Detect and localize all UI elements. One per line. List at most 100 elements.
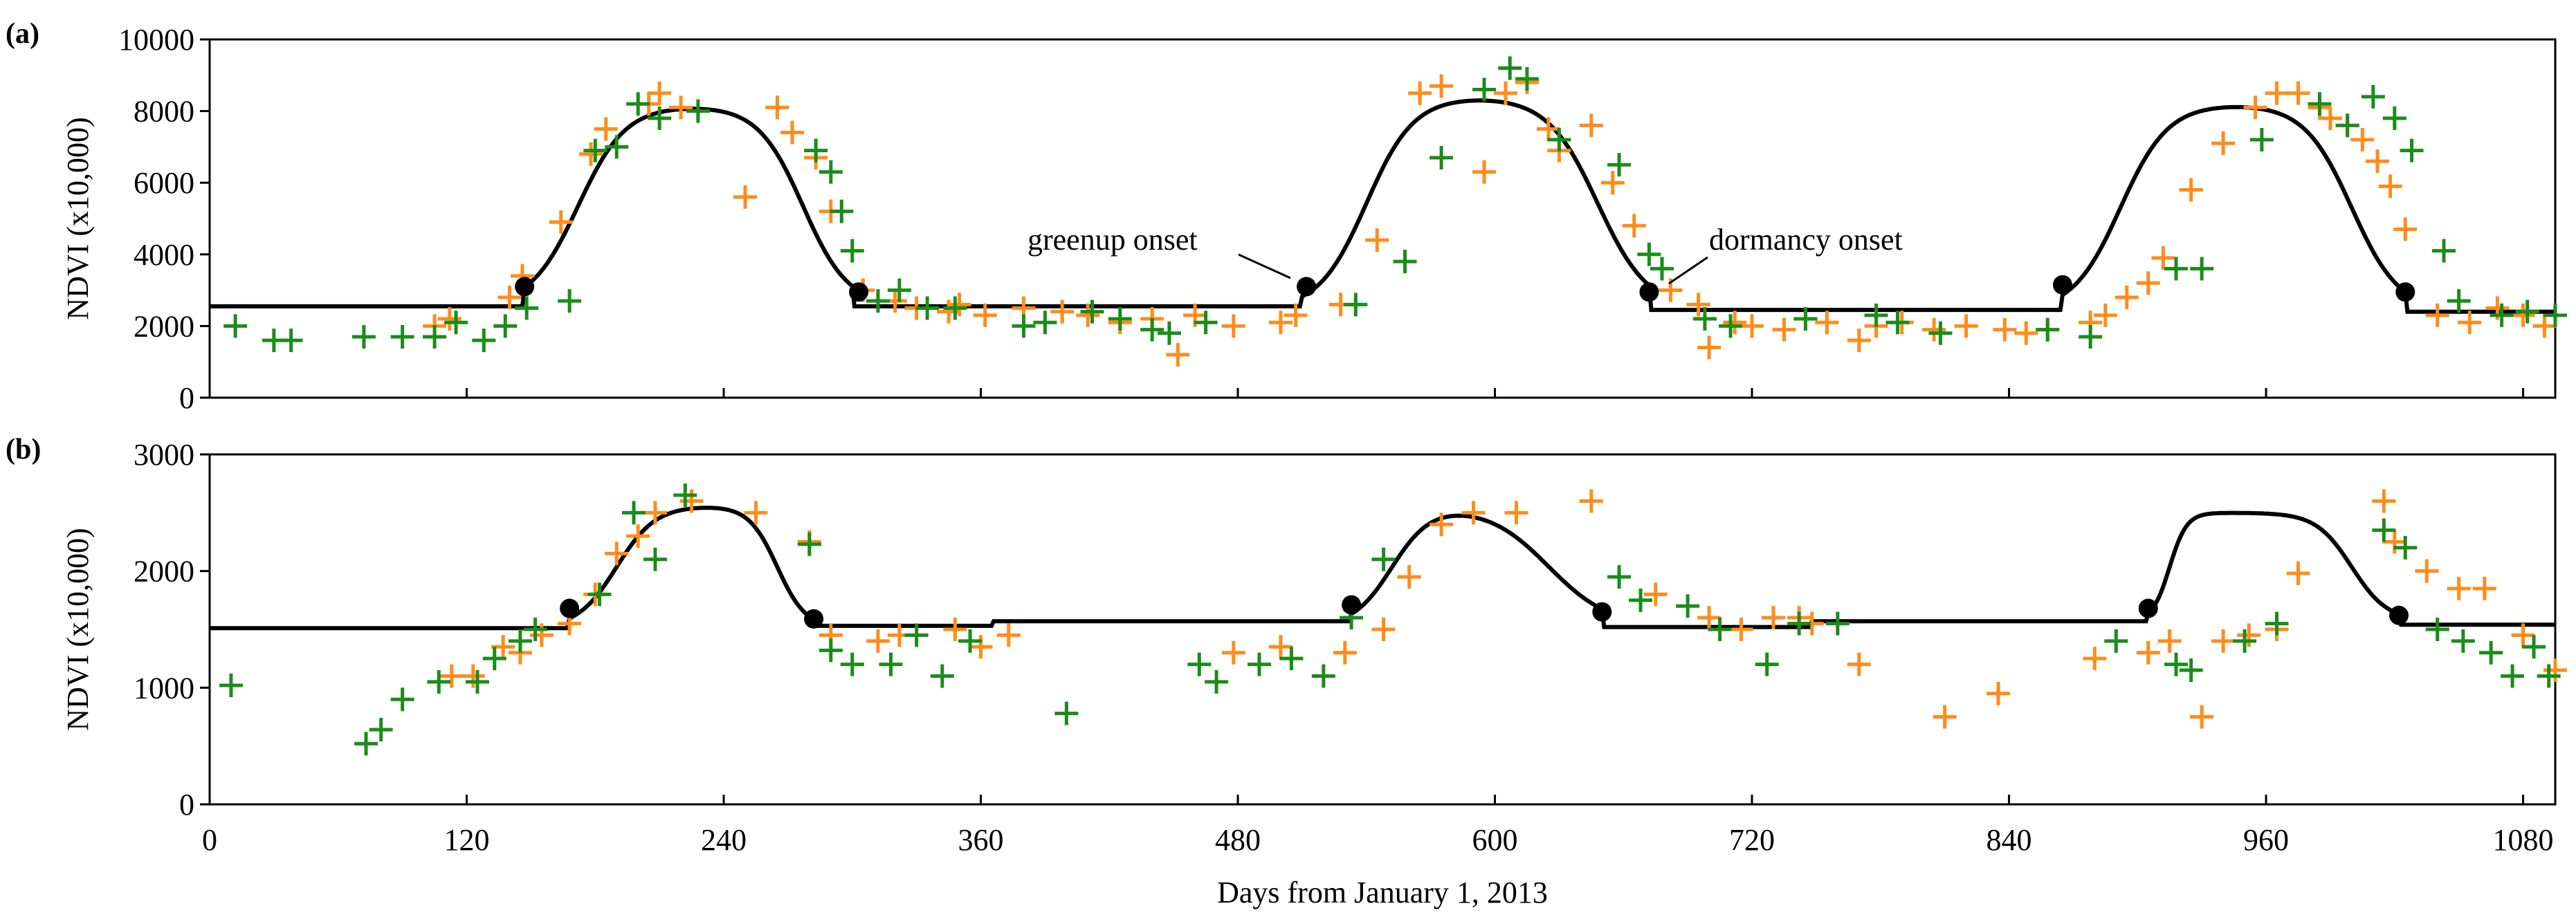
- orange-observation-marker: [2014, 321, 2038, 345]
- greenup-annotation: greenup onset: [1027, 223, 1291, 279]
- orange-observation-marker: [2093, 303, 2117, 327]
- y-tick-label: 0: [179, 788, 194, 822]
- green-observation-marker: [1187, 652, 1212, 676]
- orange-observation-marker: [2372, 489, 2396, 513]
- green-observation-marker: [219, 673, 243, 697]
- orange-observation-marker: [1954, 314, 1978, 338]
- orange-observation-marker: [1729, 618, 1753, 641]
- green-observation-marker: [1371, 547, 1396, 571]
- green-observation-marker: [621, 501, 646, 525]
- orange-observation-marker: [2382, 530, 2406, 554]
- green-observation-marker: [1205, 669, 1229, 694]
- orange-observation-marker: [1221, 314, 1245, 338]
- green-observation-marker: [279, 329, 303, 353]
- panel-a-ticks: 0 2000 4000 6000 8000 10000: [118, 23, 2525, 415]
- orange-observation-marker: [1697, 335, 1721, 360]
- green-observation-marker: [1708, 618, 1732, 641]
- orange-observation-marker: [2136, 271, 2160, 295]
- green-observation-marker: [840, 239, 864, 263]
- green-observation-marker: [1676, 594, 1700, 618]
- orange-observation-marker: [2211, 629, 2236, 653]
- orange-observation-marker: [2083, 647, 2107, 671]
- green-observation-marker: [819, 638, 843, 663]
- green-observation-marker: [879, 652, 903, 676]
- green-observation-marker: [686, 99, 710, 123]
- orange-observation-marker: [2318, 106, 2342, 130]
- green-observation-marker: [2179, 658, 2203, 683]
- panel-b-ylabel: NDVI (x10,000): [61, 528, 95, 730]
- green-observation-marker: [2425, 618, 2449, 641]
- green-observation-marker: [1012, 314, 1036, 338]
- panel-a-label: (a): [6, 18, 39, 50]
- orange-observation-marker: [1504, 501, 1528, 525]
- green-observation-marker: [958, 629, 983, 653]
- y-tick-label: 3000: [134, 438, 194, 472]
- green-observation-marker: [508, 629, 532, 653]
- green-observation-marker: [1054, 701, 1079, 726]
- orange-observation-marker: [594, 117, 618, 141]
- green-observation-marker: [804, 138, 828, 163]
- y-tick-label: 2000: [134, 555, 194, 589]
- orange-observation-marker: [2511, 623, 2535, 647]
- panel-a-phenology-points: [515, 275, 2415, 302]
- orange-observation-marker: [1429, 512, 1454, 537]
- green-observation-marker: [830, 199, 854, 223]
- green-observation-marker: [390, 324, 414, 349]
- green-observation-marker: [1194, 311, 1218, 335]
- x-tick-label: 720: [1729, 823, 1775, 857]
- x-axis: 0 120 240 360 480 600 720 840 960 1080: [202, 823, 2554, 857]
- orange-observation-marker: [605, 542, 629, 566]
- orange-observation-marker: [2543, 658, 2567, 683]
- orange-observation-marker: [1600, 171, 1625, 195]
- orange-observation-marker: [643, 501, 667, 525]
- orange-observation-marker: [461, 664, 485, 688]
- green-observation-marker: [444, 311, 468, 335]
- dormancy-onset-label: dormancy onset: [1709, 223, 1903, 257]
- orange-observation-marker: [2393, 217, 2418, 241]
- green-observation-marker: [1825, 611, 1849, 636]
- orange-observation-marker: [1166, 342, 1190, 367]
- phenology-onset-point: [2389, 605, 2409, 625]
- orange-observation-marker: [2237, 623, 2261, 647]
- y-tick-label: 6000: [134, 166, 194, 200]
- green-observation-marker: [643, 547, 667, 571]
- orange-observation-marker: [1579, 489, 1603, 513]
- orange-observation-marker: [947, 293, 971, 317]
- y-tick-label: 1000: [134, 671, 194, 705]
- orange-observation-marker: [1686, 293, 1710, 317]
- green-observation-marker: [1393, 250, 1417, 274]
- orange-observation-marker: [1993, 317, 2017, 342]
- y-tick-label: 8000: [134, 95, 194, 129]
- x-tick-label: 0: [202, 823, 217, 857]
- green-observation-marker: [2447, 289, 2471, 313]
- orange-observation-marker: [1408, 81, 1432, 105]
- green-observation-marker: [2164, 652, 2189, 676]
- green-observation-marker: [423, 324, 447, 349]
- orange-observation-marker: [626, 524, 650, 548]
- phenology-onset-point: [849, 282, 869, 302]
- panel-a-markers: [223, 56, 2567, 367]
- orange-observation-marker: [1697, 606, 1721, 630]
- green-observation-marker: [2501, 664, 2525, 688]
- greenup-pointer-line: [1238, 253, 1291, 279]
- phenology-onset-point: [1297, 277, 1317, 297]
- panel-a-frame: [208, 38, 2557, 399]
- orange-observation-marker: [2136, 640, 2160, 665]
- y-tick-label: 0: [179, 381, 194, 415]
- panel-b-label: (b): [6, 434, 41, 465]
- x-tick-label: 240: [701, 823, 747, 857]
- green-observation-marker: [1650, 257, 1674, 281]
- green-observation-marker: [1498, 56, 1522, 80]
- orange-observation-marker: [669, 95, 693, 120]
- orange-observation-marker: [765, 95, 789, 120]
- orange-observation-marker: [1365, 228, 1389, 252]
- green-observation-marker: [2490, 303, 2514, 327]
- orange-observation-marker: [1815, 311, 1839, 335]
- panel-a: (a) 0 2000 4000 6000 8000 10000 NDVI (x10,000…: [6, 18, 2567, 415]
- orange-observation-marker: [2151, 246, 2175, 270]
- orange-observation-marker: [2458, 311, 2482, 335]
- green-observation-marker: [2361, 84, 2385, 109]
- orange-observation-marker: [439, 664, 464, 688]
- orange-observation-marker: [1284, 303, 1308, 327]
- green-observation-marker: [1787, 611, 1811, 636]
